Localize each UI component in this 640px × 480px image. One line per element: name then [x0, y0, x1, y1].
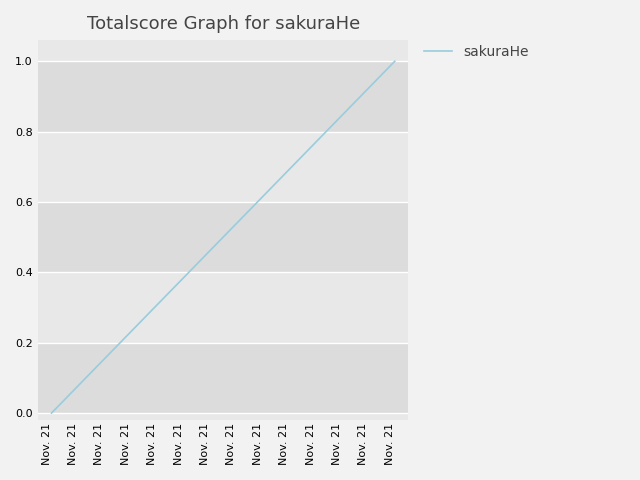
Line: sakuraHe: sakuraHe	[51, 61, 395, 413]
Legend: sakuraHe: sakuraHe	[419, 39, 534, 65]
sakuraHe	[365, 85, 372, 91]
sakuraHe	[232, 221, 240, 227]
sakuraHe	[206, 248, 214, 253]
Bar	[38, 343, 408, 413]
Bar	[38, 202, 408, 272]
Bar	[38, 61, 408, 132]
sakuraHe	[312, 140, 319, 145]
sakuraHe	[100, 356, 108, 362]
sakuraHe	[180, 275, 188, 281]
sakuraHe	[391, 59, 399, 64]
sakuraHe	[259, 193, 267, 199]
sakuraHe	[74, 383, 82, 389]
Title: Totalscore Graph for sakuraHe: Totalscore Graph for sakuraHe	[86, 15, 360, 33]
sakuraHe	[154, 302, 161, 308]
sakuraHe	[285, 167, 293, 172]
sakuraHe	[127, 329, 134, 335]
sakuraHe	[338, 112, 346, 118]
Bar	[38, 132, 408, 202]
sakuraHe	[47, 410, 55, 416]
Bar	[38, 272, 408, 343]
